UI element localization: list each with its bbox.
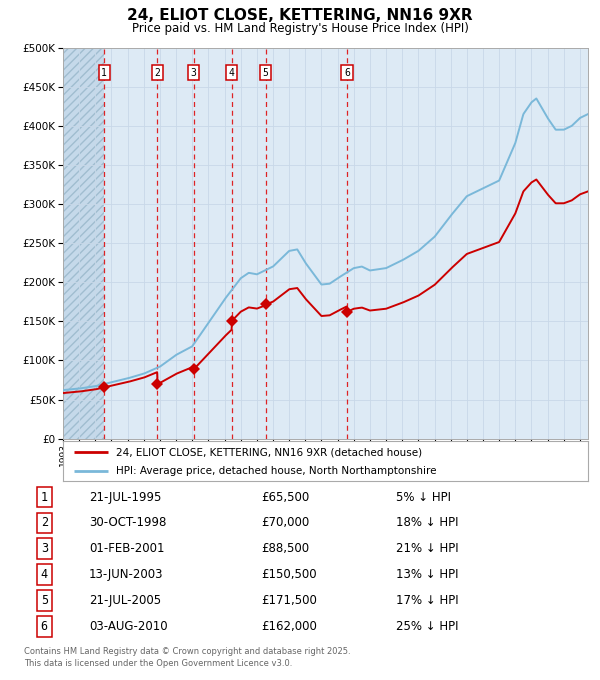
Text: 24, ELIOT CLOSE, KETTERING, NN16 9XR (detached house): 24, ELIOT CLOSE, KETTERING, NN16 9XR (de… xyxy=(115,447,422,458)
Text: HPI: Average price, detached house, North Northamptonshire: HPI: Average price, detached house, Nort… xyxy=(115,466,436,476)
Text: 3: 3 xyxy=(41,542,48,556)
Text: 1: 1 xyxy=(41,490,48,504)
Text: Contains HM Land Registry data © Crown copyright and database right 2025.
This d: Contains HM Land Registry data © Crown c… xyxy=(24,647,350,668)
Text: 13-JUN-2003: 13-JUN-2003 xyxy=(89,568,163,581)
Text: 21% ↓ HPI: 21% ↓ HPI xyxy=(396,542,459,556)
Text: £65,500: £65,500 xyxy=(261,490,309,504)
Text: 21-JUL-2005: 21-JUL-2005 xyxy=(89,594,161,607)
Text: 24, ELIOT CLOSE, KETTERING, NN16 9XR: 24, ELIOT CLOSE, KETTERING, NN16 9XR xyxy=(127,8,473,23)
Text: 03-AUG-2010: 03-AUG-2010 xyxy=(89,619,167,633)
Text: 2: 2 xyxy=(154,67,160,78)
Text: 4: 4 xyxy=(41,568,48,581)
Text: 01-FEB-2001: 01-FEB-2001 xyxy=(89,542,164,556)
Text: 4: 4 xyxy=(229,67,235,78)
Text: £88,500: £88,500 xyxy=(261,542,309,556)
Text: 6: 6 xyxy=(41,619,48,633)
Text: £150,500: £150,500 xyxy=(261,568,317,581)
Text: 25% ↓ HPI: 25% ↓ HPI xyxy=(396,619,459,633)
Text: Price paid vs. HM Land Registry's House Price Index (HPI): Price paid vs. HM Land Registry's House … xyxy=(131,22,469,35)
Text: 18% ↓ HPI: 18% ↓ HPI xyxy=(396,516,459,530)
Text: £162,000: £162,000 xyxy=(261,619,317,633)
Text: £70,000: £70,000 xyxy=(261,516,309,530)
Text: 17% ↓ HPI: 17% ↓ HPI xyxy=(396,594,459,607)
Text: 13% ↓ HPI: 13% ↓ HPI xyxy=(396,568,459,581)
Text: 21-JUL-1995: 21-JUL-1995 xyxy=(89,490,161,504)
Text: 5: 5 xyxy=(41,594,48,607)
Text: 5% ↓ HPI: 5% ↓ HPI xyxy=(396,490,451,504)
Text: 6: 6 xyxy=(344,67,350,78)
Text: 1: 1 xyxy=(101,67,107,78)
Text: 5: 5 xyxy=(263,67,269,78)
Text: 2: 2 xyxy=(41,516,48,530)
Bar xyxy=(63,48,104,439)
Text: 30-OCT-1998: 30-OCT-1998 xyxy=(89,516,166,530)
Text: 3: 3 xyxy=(191,67,197,78)
Text: £171,500: £171,500 xyxy=(261,594,317,607)
